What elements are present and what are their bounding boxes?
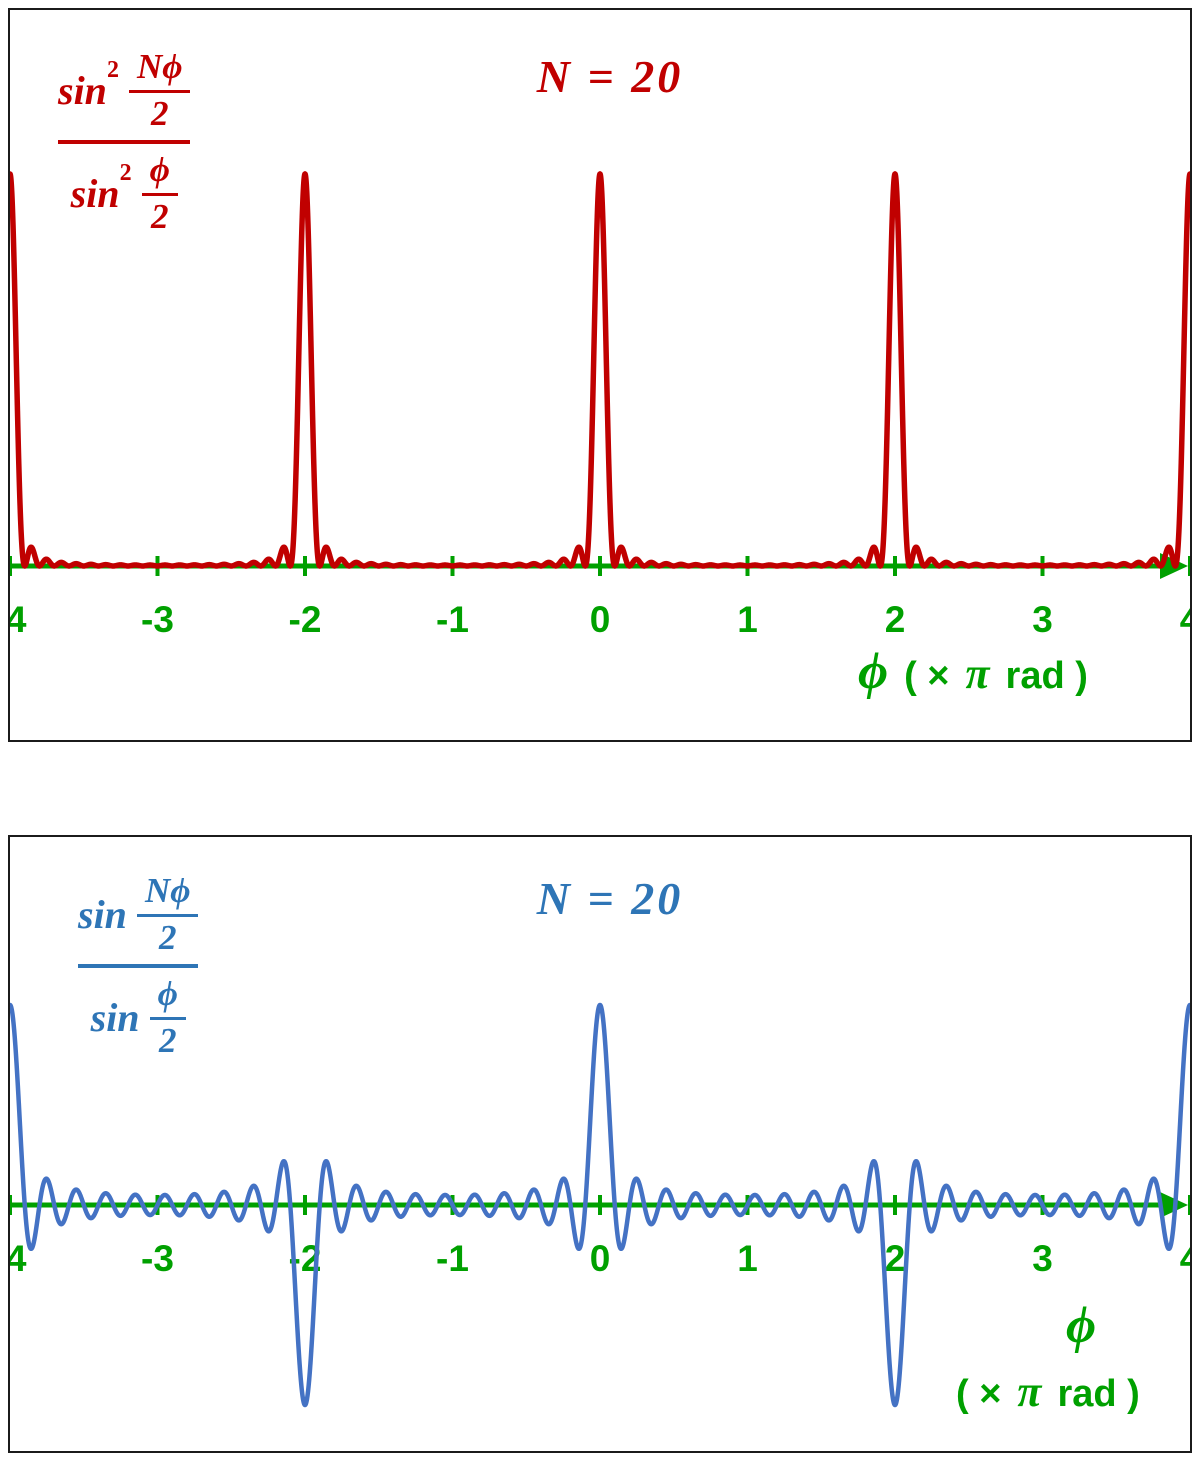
x-tick-label: 4 [1180, 1238, 1190, 1279]
x-tick-label: 0 [590, 599, 611, 640]
phi-text: ϕ [149, 974, 186, 1020]
sin-squared-label: sin2 [70, 161, 132, 216]
x-tick-label: 1 [737, 599, 758, 640]
x-tick-label: -1 [436, 599, 469, 640]
rad-close-paren: rad ) [1005, 655, 1088, 697]
bottom-formula-numerator: sin Nϕ 2 [78, 871, 199, 957]
x-tick-label: -4 [10, 1238, 27, 1279]
sin-text: sin [58, 67, 107, 113]
top-chart-svg: -4 -3 -2 -1 0 1 2 3 4 [10, 171, 1190, 640]
bottom-xaxis-phi: ϕ [1066, 1296, 1096, 1355]
two-text: 2 [158, 917, 177, 957]
bottom-chart-svg: -4-3-2-101234 [10, 1002, 1190, 1408]
phi-over-2-fraction: ϕ 2 [141, 150, 178, 236]
sin-label: sin [90, 994, 140, 1040]
x-tick-label: -3 [141, 599, 174, 640]
top-formula: sin2 Nϕ 2 sin2 ϕ 2 [58, 47, 191, 236]
x-tick-label: -2 [289, 599, 322, 640]
x-tick-label: 2 [885, 599, 906, 640]
x-tick-label: 0 [590, 1238, 611, 1279]
bottom-xaxis-units: ( × π rad ) [956, 1366, 1140, 1417]
phi-symbol: ϕ [858, 643, 889, 700]
rad-close-paren: rad ) [1057, 1373, 1140, 1415]
phi-symbol: ϕ [1066, 1297, 1097, 1354]
exponent-text: 2 [119, 160, 132, 187]
x-tick-label: 3 [1032, 599, 1053, 640]
sin-label: sin [78, 891, 127, 937]
x-tick-label: -4 [10, 599, 27, 640]
x-tick-label: 1 [737, 1238, 758, 1279]
x-tick-label: -1 [436, 1238, 469, 1279]
exponent-text: 2 [106, 57, 119, 84]
sin-text: sin [78, 891, 127, 937]
x-tick-label: 2 [885, 1238, 906, 1279]
bottom-chart-title: N = 20 [536, 873, 684, 924]
top-xaxis-label: ϕ ( × π rad ) [858, 642, 1088, 701]
times-open-paren: ( × [904, 655, 950, 697]
pi-symbol: π [1017, 1367, 1042, 1416]
x-tick-label: -3 [141, 1238, 174, 1279]
two-text: 2 [150, 93, 169, 133]
top-chart-panel: -4 -3 -2 -1 0 1 2 3 4 [8, 8, 1192, 742]
fraction-bar [78, 964, 199, 968]
sin-text: sin [70, 170, 120, 216]
bottom-formula-denominator: sin ϕ 2 [90, 974, 186, 1060]
fraction-bar [58, 140, 191, 144]
x-tick-label: 4 [1180, 599, 1190, 640]
nphi-text: Nϕ [136, 871, 199, 917]
top-formula-numerator: sin2 Nϕ 2 [58, 47, 191, 133]
top-chart-title: N = 20 [536, 51, 684, 102]
phi-text: ϕ [141, 150, 178, 196]
two-text: 2 [150, 196, 169, 236]
sin-squared-label: sin2 [58, 58, 119, 113]
nphi-text: Nϕ [128, 47, 191, 93]
bottom-chart-panel: -4-3-2-101234 [8, 835, 1192, 1453]
bottom-formula: sin Nϕ 2 sin ϕ 2 [78, 871, 199, 1060]
amplitude-curve [10, 1002, 1190, 1408]
intensity-curve [10, 171, 1190, 569]
nphi-over-2-fraction: Nϕ 2 [136, 871, 199, 957]
x-tick-label: 3 [1032, 1238, 1053, 1279]
nphi-over-2-fraction: Nϕ 2 [128, 47, 191, 133]
times-open-paren: ( × [956, 1373, 1002, 1415]
sin-text: sin [90, 994, 140, 1040]
top-formula-denominator: sin2 ϕ 2 [70, 150, 178, 236]
phi-over-2-fraction: ϕ 2 [149, 974, 186, 1060]
pi-symbol: π [965, 649, 990, 698]
two-text: 2 [158, 1020, 177, 1060]
